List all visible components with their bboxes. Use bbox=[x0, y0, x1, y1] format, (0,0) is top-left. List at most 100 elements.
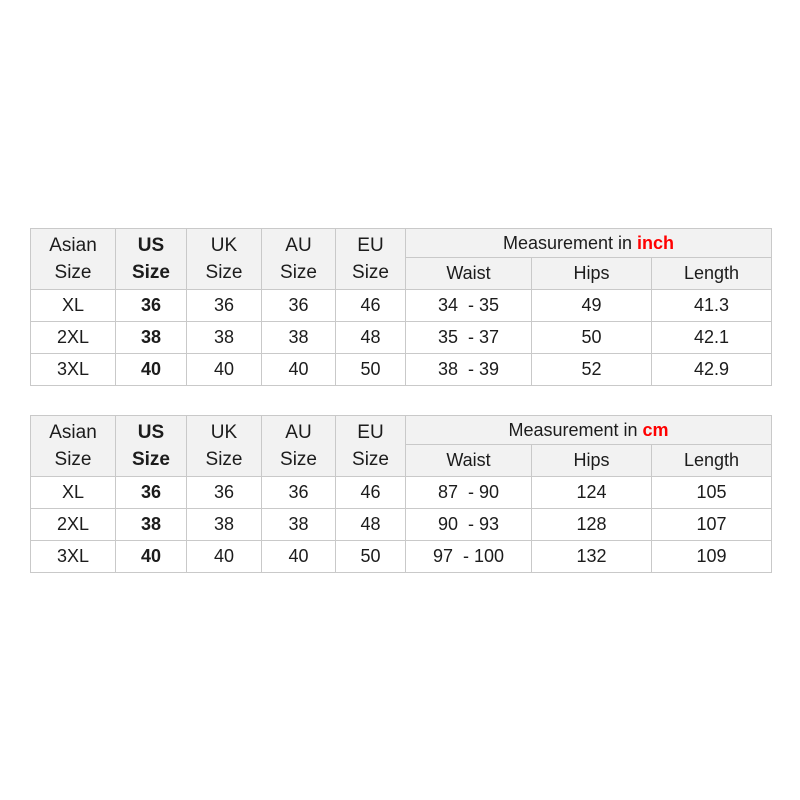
cell-eu: 48 bbox=[335, 321, 406, 354]
cell-asian: 3XL bbox=[30, 540, 116, 573]
col-header-length: Length bbox=[651, 257, 772, 290]
cell-au: 36 bbox=[261, 476, 336, 509]
col-header-au-size: AU Size bbox=[261, 415, 336, 477]
col-header-au-size: AU Size bbox=[261, 228, 336, 290]
measurement-unit: inch bbox=[637, 232, 675, 253]
col-header-hips: Hips bbox=[531, 257, 652, 290]
cell-us: 38 bbox=[115, 321, 187, 354]
header-line: Size bbox=[352, 262, 389, 283]
col-header-us-size: US Size bbox=[115, 415, 187, 477]
cell-eu: 46 bbox=[335, 476, 406, 509]
cell-us: 40 bbox=[115, 353, 187, 386]
header-line: UK bbox=[210, 422, 238, 443]
col-header-hips: Hips bbox=[531, 444, 652, 477]
col-header-asian-size: Asian Size bbox=[30, 415, 116, 477]
col-header-eu-size: EU Size bbox=[335, 415, 406, 477]
cell-length: 41.3 bbox=[651, 289, 772, 322]
cell-uk: 36 bbox=[186, 476, 262, 509]
header-line: Asian bbox=[49, 235, 97, 256]
cell-us: 36 bbox=[115, 476, 187, 509]
table-row: XL 36 36 36 46 87 - 90 124 105 bbox=[30, 476, 772, 509]
measurement-prefix: Measurement in bbox=[502, 232, 633, 253]
header-line: Size bbox=[205, 262, 243, 283]
header-line: Size bbox=[280, 262, 317, 283]
cell-waist: 87 - 90 bbox=[405, 476, 532, 509]
cell-hips: 52 bbox=[531, 353, 652, 386]
cell-eu: 50 bbox=[335, 540, 406, 573]
header-row: Asian Size US Size UK Size AU Size EU Size Me… bbox=[30, 414, 772, 477]
cell-asian: 3XL bbox=[30, 353, 116, 386]
cell-waist: 38 - 39 bbox=[405, 353, 532, 386]
cell-waist: 90 - 93 bbox=[405, 508, 532, 541]
cell-length: 42.1 bbox=[651, 321, 772, 354]
header-line: EU bbox=[357, 422, 384, 443]
table-row: XL 36 36 36 46 34 - 35 49 41.3 bbox=[30, 289, 772, 322]
cell-us: 38 bbox=[115, 508, 187, 541]
cell-au: 36 bbox=[261, 289, 336, 322]
col-header-eu-size: EU Size bbox=[335, 228, 406, 290]
header-line: Size bbox=[54, 262, 92, 283]
cell-us: 40 bbox=[115, 540, 187, 573]
cell-hips: 124 bbox=[531, 476, 652, 509]
header-line: US bbox=[137, 422, 165, 443]
cell-asian: XL bbox=[30, 476, 116, 509]
cell-length: 105 bbox=[651, 476, 772, 509]
cell-length: 107 bbox=[651, 508, 772, 541]
cell-waist: 35 - 37 bbox=[405, 321, 532, 354]
measurement-unit: cm bbox=[642, 419, 669, 440]
measurement-header: Measurement in inch bbox=[405, 227, 772, 259]
cell-uk: 40 bbox=[186, 353, 262, 386]
col-header-uk-size: UK Size bbox=[186, 228, 262, 290]
cell-au: 38 bbox=[261, 508, 336, 541]
cell-uk: 38 bbox=[186, 508, 262, 541]
cell-eu: 46 bbox=[335, 289, 406, 322]
cell-au: 38 bbox=[261, 321, 336, 354]
header-line: Size bbox=[280, 449, 317, 470]
header-line: Size bbox=[352, 449, 389, 470]
header-line: Size bbox=[205, 449, 243, 470]
header-line: Size bbox=[131, 262, 171, 283]
col-header-waist: Waist bbox=[405, 444, 532, 477]
cell-eu: 50 bbox=[335, 353, 406, 386]
cell-length: 109 bbox=[651, 540, 772, 573]
table-row: 2XL 38 38 38 48 90 - 93 128 107 bbox=[30, 508, 772, 541]
col-header-uk-size: UK Size bbox=[186, 415, 262, 477]
measurement-header: Measurement in cm bbox=[405, 414, 772, 446]
header-line: AU bbox=[285, 235, 312, 256]
size-table-inch: Asian Size US Size UK Size AU Size EU Size Me… bbox=[30, 227, 772, 386]
col-header-waist: Waist bbox=[405, 257, 532, 290]
cell-hips: 132 bbox=[531, 540, 652, 573]
size-table-cm: Asian Size US Size UK Size AU Size EU Size Me… bbox=[30, 414, 772, 573]
header-line: Size bbox=[131, 449, 171, 470]
table-row: 3XL 40 40 40 50 97 - 100 132 109 bbox=[30, 540, 772, 573]
cell-uk: 36 bbox=[186, 289, 262, 322]
col-header-length: Length bbox=[651, 444, 772, 477]
cell-au: 40 bbox=[261, 353, 336, 386]
cell-hips: 128 bbox=[531, 508, 652, 541]
header-line: EU bbox=[357, 235, 384, 256]
header-row: Asian Size US Size UK Size AU Size EU Size Me… bbox=[30, 227, 772, 290]
cell-length: 42.9 bbox=[651, 353, 772, 386]
cell-au: 40 bbox=[261, 540, 336, 573]
sub-header-row: Waist Hips Length bbox=[31, 257, 772, 290]
sub-header-row: Waist Hips Length bbox=[31, 444, 772, 477]
cell-eu: 48 bbox=[335, 508, 406, 541]
table-row: 2XL 38 38 38 48 35 - 37 50 42.1 bbox=[30, 321, 772, 354]
cell-asian: 2XL bbox=[30, 321, 116, 354]
table-row: 3XL 40 40 40 50 38 - 39 52 42.9 bbox=[30, 353, 772, 386]
header-line: Size bbox=[54, 449, 92, 470]
cell-asian: XL bbox=[30, 289, 116, 322]
cell-waist: 34 - 35 bbox=[405, 289, 532, 322]
cell-hips: 50 bbox=[531, 321, 652, 354]
cell-waist: 97 - 100 bbox=[405, 540, 532, 573]
header-line: US bbox=[137, 235, 165, 256]
cell-us: 36 bbox=[115, 289, 187, 322]
cell-uk: 40 bbox=[186, 540, 262, 573]
header-line: UK bbox=[210, 235, 238, 256]
col-header-us-size: US Size bbox=[115, 228, 187, 290]
measurement-prefix: Measurement in bbox=[508, 419, 638, 440]
cell-hips: 49 bbox=[531, 289, 652, 322]
col-header-asian-size: Asian Size bbox=[30, 228, 116, 290]
header-line: AU bbox=[285, 422, 312, 443]
